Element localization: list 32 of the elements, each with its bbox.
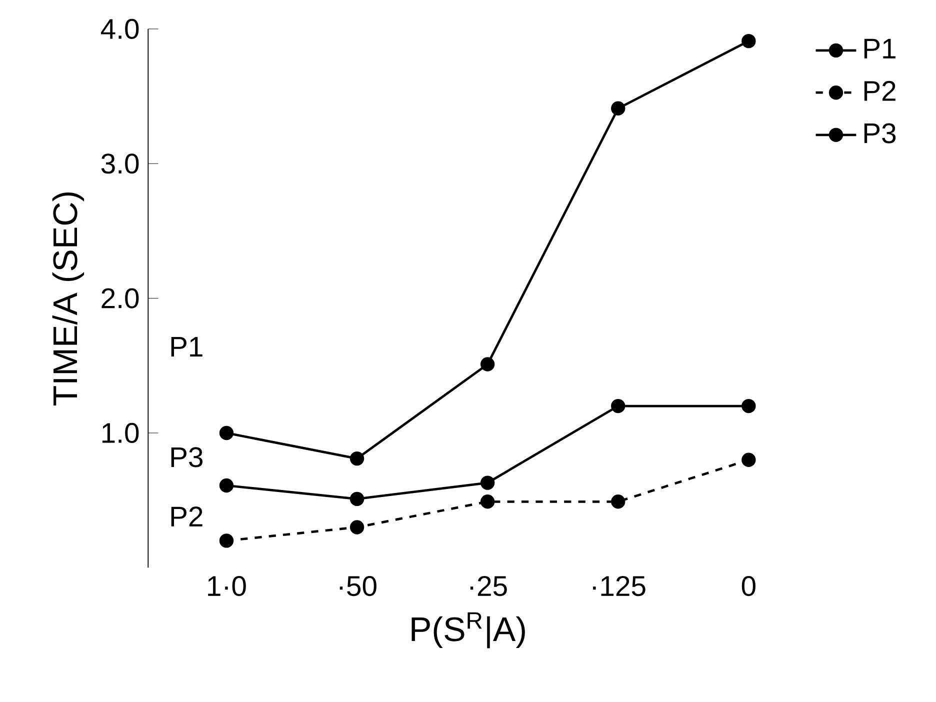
x-tick-label: 1·0 (208, 576, 246, 596)
y-tick-label: 3.0 (101, 153, 139, 174)
y-axis-title: TIME/A (SEC) (52, 192, 84, 406)
point (742, 452, 756, 467)
point (742, 34, 756, 48)
legend-label: P2 (864, 80, 896, 101)
legend-label: P1 (864, 38, 896, 58)
annotation: P2 (171, 506, 202, 526)
y-tick-label: 4.0 (100, 18, 139, 39)
annotation: P1 (171, 336, 202, 356)
point (611, 398, 626, 413)
x-tick-label: ·50 (340, 576, 376, 596)
y-tick-label: 1.0 (102, 422, 139, 443)
point (219, 478, 234, 492)
point (480, 494, 495, 509)
point (480, 357, 495, 372)
point (611, 494, 626, 509)
point (219, 426, 234, 440)
point (611, 101, 626, 116)
annotation: P3 (171, 447, 203, 468)
point (480, 476, 495, 490)
x-axis-title: P(S$^{R}$|A) (412, 612, 525, 648)
point (742, 398, 756, 413)
x-tick-label: 0 (742, 576, 756, 596)
point (219, 533, 234, 548)
point (350, 451, 364, 466)
point (350, 492, 364, 506)
point (350, 520, 364, 534)
legend-label: P3 (864, 123, 896, 144)
x-tick-label: ·25 (470, 576, 507, 596)
x-tick-label: ·125 (593, 576, 646, 596)
y-tick-label: 2.0 (102, 288, 139, 308)
